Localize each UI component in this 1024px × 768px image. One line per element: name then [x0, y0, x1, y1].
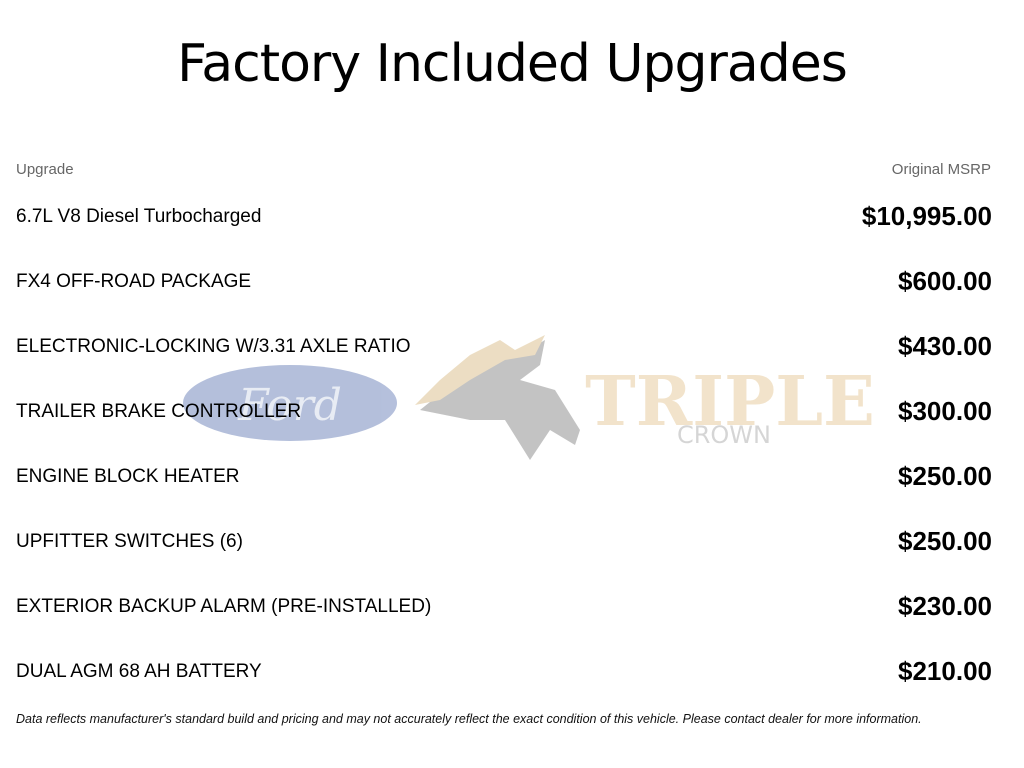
- upgrade-price: $600.00: [898, 266, 992, 296]
- upgrade-name: ELECTRONIC-LOCKING W/3.31 AXLE RATIO: [16, 336, 411, 357]
- upgrade-name: 6.7L V8 Diesel Turbocharged: [16, 206, 262, 227]
- upgrade-price: $250.00: [898, 526, 992, 556]
- page-title: Factory Included Upgrades: [177, 34, 848, 94]
- column-header-msrp: Original MSRP: [891, 161, 991, 178]
- disclaimer: Data reflects manufacturer's standard bu…: [16, 712, 922, 726]
- upgrade-row: ELECTRONIC-LOCKING W/3.31 AXLE RATIO $430…: [16, 326, 992, 366]
- column-header-upgrade: Upgrade: [16, 161, 74, 178]
- upgrade-name: DUAL AGM 68 AH BATTERY: [16, 661, 262, 682]
- upgrade-price: $210.00: [898, 656, 992, 686]
- upgrade-price: $230.00: [898, 591, 992, 621]
- upgrade-price: $300.00: [898, 396, 992, 426]
- upgrade-price: $430.00: [898, 331, 992, 361]
- upgrade-row: UPFITTER SWITCHES (6) $250.00: [16, 521, 992, 561]
- upgrade-name: EXTERIOR BACKUP ALARM (PRE-INSTALLED): [16, 596, 432, 617]
- upgrade-price: $250.00: [898, 461, 992, 491]
- upgrade-name: UPFITTER SWITCHES (6): [16, 531, 243, 552]
- upgrade-row: TRAILER BRAKE CONTROLLER $300.00: [16, 391, 992, 431]
- upgrade-row: 6.7L V8 Diesel Turbocharged $10,995.00: [16, 196, 992, 236]
- upgrade-name: FX4 OFF-ROAD PACKAGE: [16, 271, 252, 292]
- upgrade-row: EXTERIOR BACKUP ALARM (PRE-INSTALLED) $23…: [16, 586, 992, 626]
- upgrade-row: ENGINE BLOCK HEATER $250.00: [16, 456, 992, 496]
- upgrade-name: ENGINE BLOCK HEATER: [16, 466, 240, 487]
- upgrade-price: $10,995.00: [861, 201, 992, 231]
- upgrade-name: TRAILER BRAKE CONTROLLER: [16, 401, 302, 422]
- upgrade-row: DUAL AGM 68 AH BATTERY $210.00: [16, 651, 992, 691]
- upgrade-row: FX4 OFF-ROAD PACKAGE $600.00: [16, 261, 992, 301]
